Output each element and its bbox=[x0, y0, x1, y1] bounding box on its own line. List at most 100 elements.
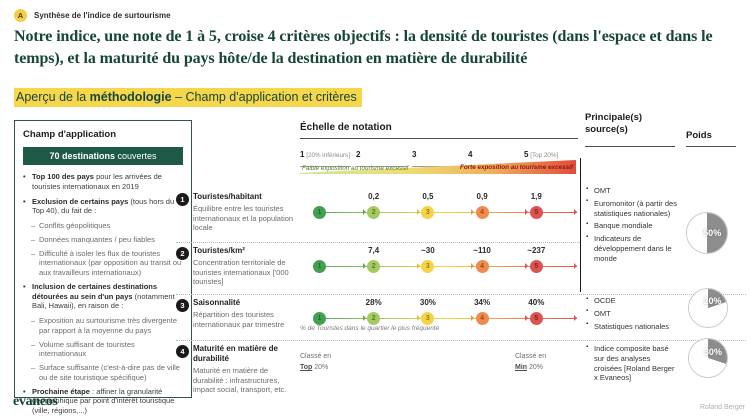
scope-sub-bullet: Difficulté à isoler les flux de touriste… bbox=[23, 249, 183, 278]
rating-track: 0,2 0,5 0,9 1,9 1 2 3 4 5 bbox=[300, 192, 578, 226]
roland-berger-credit: Roland Berger bbox=[699, 404, 745, 411]
threshold-value: 40% bbox=[528, 298, 545, 307]
source-item: Indicateurs de développement dans le mon… bbox=[586, 233, 680, 263]
rows-1-2-bracket bbox=[580, 158, 581, 292]
rating-scale-rule bbox=[300, 138, 578, 139]
threshold-value: 28% bbox=[365, 298, 382, 307]
threshold-value: ~110 bbox=[473, 246, 491, 255]
scope-sub-bullet: Données manquantes / peu fiables bbox=[23, 235, 183, 245]
subtitle-bold: méthodologie bbox=[89, 90, 172, 104]
source-item: Euromonitor (à partir des statistiques n… bbox=[586, 198, 680, 219]
row-separator bbox=[176, 340, 746, 341]
threshold-value: 34% bbox=[474, 298, 491, 307]
destinations-label: couvertes bbox=[115, 151, 157, 161]
sources-group-3: Indice composite basé sur des analyses c… bbox=[586, 344, 680, 386]
criterion-title: Touristes/habitant bbox=[193, 192, 262, 201]
threshold-value: 0,2 bbox=[368, 192, 380, 201]
weight-header: Poids bbox=[686, 130, 712, 141]
rating-line bbox=[319, 211, 577, 213]
criterion-text: Saisonnalité Répartition des touristes in… bbox=[193, 298, 298, 329]
weight-pie-50: 50% bbox=[686, 212, 728, 254]
evaneos-logo: evaneos bbox=[13, 394, 58, 409]
sources-rule bbox=[585, 146, 675, 147]
arrowhead-icon bbox=[471, 314, 475, 321]
scale-dot-4: 4 bbox=[475, 259, 489, 273]
threshold-value: 1,9 bbox=[530, 192, 542, 201]
criteria-rows: 1 Touristes/habitant Équilibre entre les t… bbox=[176, 192, 588, 394]
scale-dot-2: 2 bbox=[367, 259, 381, 273]
criterion-2: 2 Touristes/km² Concentration territoriale… bbox=[176, 246, 588, 298]
source-item: Statistiques nationales bbox=[586, 321, 680, 332]
source-item: OCDE bbox=[586, 296, 680, 306]
arrowhead-icon bbox=[471, 208, 475, 215]
row-separator bbox=[176, 294, 746, 295]
scope-bullet: Top 100 des pays pour les arrivées de to… bbox=[23, 172, 183, 192]
arrowhead-icon bbox=[416, 262, 420, 269]
source-item: Indice composite basé sur des analyses c… bbox=[586, 344, 680, 383]
rating-line bbox=[319, 265, 577, 267]
scope-bullet: Prochaine étape : affiner la granularité… bbox=[23, 387, 183, 416]
criterion-1: 1 Touristes/habitant Équilibre entre les t… bbox=[176, 192, 588, 246]
scope-panel-title: Champ d'application bbox=[23, 129, 117, 140]
scale-dot-3: 3 bbox=[421, 311, 435, 325]
scope-sub-bullet: Volume suffisant de touristes internatio… bbox=[23, 340, 183, 360]
criterion-text: Touristes/habitant Équilibre entre les to… bbox=[193, 192, 298, 233]
source-item: OMT bbox=[586, 308, 680, 319]
rating-track: 7,4 ~30 ~110 ~237 1 2 3 4 5 bbox=[300, 246, 578, 280]
weight-value: 20% bbox=[703, 295, 722, 306]
criterion-title: Saisonnalité bbox=[193, 298, 241, 307]
arrowhead-icon bbox=[362, 314, 366, 321]
source-item: OMT bbox=[586, 186, 680, 196]
arrowhead-icon bbox=[416, 314, 420, 321]
criterion-desc: Maturité en matière de durabilité : infr… bbox=[193, 366, 287, 395]
sources-group-1: OMT Euromonitor (à partir des statistique… bbox=[586, 186, 680, 266]
arrowhead-icon bbox=[525, 314, 529, 321]
rank-top-label: Classé en Top 20% bbox=[300, 353, 332, 372]
threshold-value: ~30 bbox=[421, 246, 435, 255]
pie-slice bbox=[687, 213, 727, 253]
scope-bullet: Inclusion de certaines destinations déto… bbox=[23, 282, 183, 311]
page-title: Notre indice, une note de 1 à 5, croise … bbox=[14, 28, 713, 68]
threshold-value: 0,5 bbox=[422, 192, 434, 201]
weight-value: 50% bbox=[703, 228, 722, 238]
pie-slice bbox=[689, 289, 727, 327]
scale-dot-3: 3 bbox=[421, 205, 435, 219]
scale-dot-3: 3 bbox=[421, 259, 435, 273]
scope-bullet-list: Top 100 des pays pour les arrivées de to… bbox=[23, 172, 183, 416]
criterion-desc: Répartition des touristes internationaux… bbox=[193, 310, 285, 329]
eyebrow-title: Synthèse de l'indice de surtourisme bbox=[34, 11, 171, 20]
scale-tick: 1 [20% inférieurs] bbox=[300, 144, 351, 167]
arrowhead-icon bbox=[362, 262, 366, 269]
scale-dot-4: 4 bbox=[475, 205, 489, 219]
criterion-text: Touristes/km² Concentration territoriale … bbox=[193, 246, 298, 287]
arrowhead-icon bbox=[416, 208, 420, 215]
scale-dot-2: 2 bbox=[367, 311, 381, 325]
scale-dot-5: 5 bbox=[529, 311, 543, 325]
criterion-text: Maturité en matière de durabilité Maturit… bbox=[193, 344, 298, 395]
row-separator bbox=[176, 242, 580, 243]
scope-sub-bullet: Conflits géopolitiques bbox=[23, 221, 183, 231]
high-exposure-label: Forte exposition au tourisme excessif bbox=[459, 164, 573, 171]
arrowhead-icon bbox=[471, 262, 475, 269]
scope-sub-bullet: Exposition au surtourisme très divergent… bbox=[23, 316, 183, 336]
sources-header: Principale(s) source(s) bbox=[585, 112, 643, 136]
arrowhead-end-icon bbox=[574, 314, 578, 321]
criterion-desc: Équilibre entre les touristes internatio… bbox=[193, 204, 294, 233]
low-exposure-label: Faible exposition au tourisme excessif bbox=[302, 165, 409, 172]
scale-dot-4: 4 bbox=[475, 311, 489, 325]
weight-rule bbox=[686, 146, 736, 147]
pie-slice bbox=[689, 339, 727, 377]
criterion-number: 1 bbox=[176, 193, 189, 206]
weight-value: 30% bbox=[703, 346, 722, 357]
arrowhead-icon bbox=[362, 208, 366, 215]
subtitle-suffix: – Champ d'application et critères bbox=[171, 90, 357, 104]
rating-line bbox=[319, 317, 577, 319]
sources-group-2: OCDE OMT Statistiques nationales bbox=[586, 296, 680, 334]
section-letter-badge: A bbox=[14, 9, 27, 22]
arrowhead-icon bbox=[525, 208, 529, 215]
scale-dot-5: 5 bbox=[529, 205, 543, 219]
scale-dot-1: 1 bbox=[312, 259, 326, 273]
destinations-count: 70 destinations bbox=[49, 151, 115, 161]
destinations-badge: 70 destinations couvertes bbox=[23, 147, 183, 165]
